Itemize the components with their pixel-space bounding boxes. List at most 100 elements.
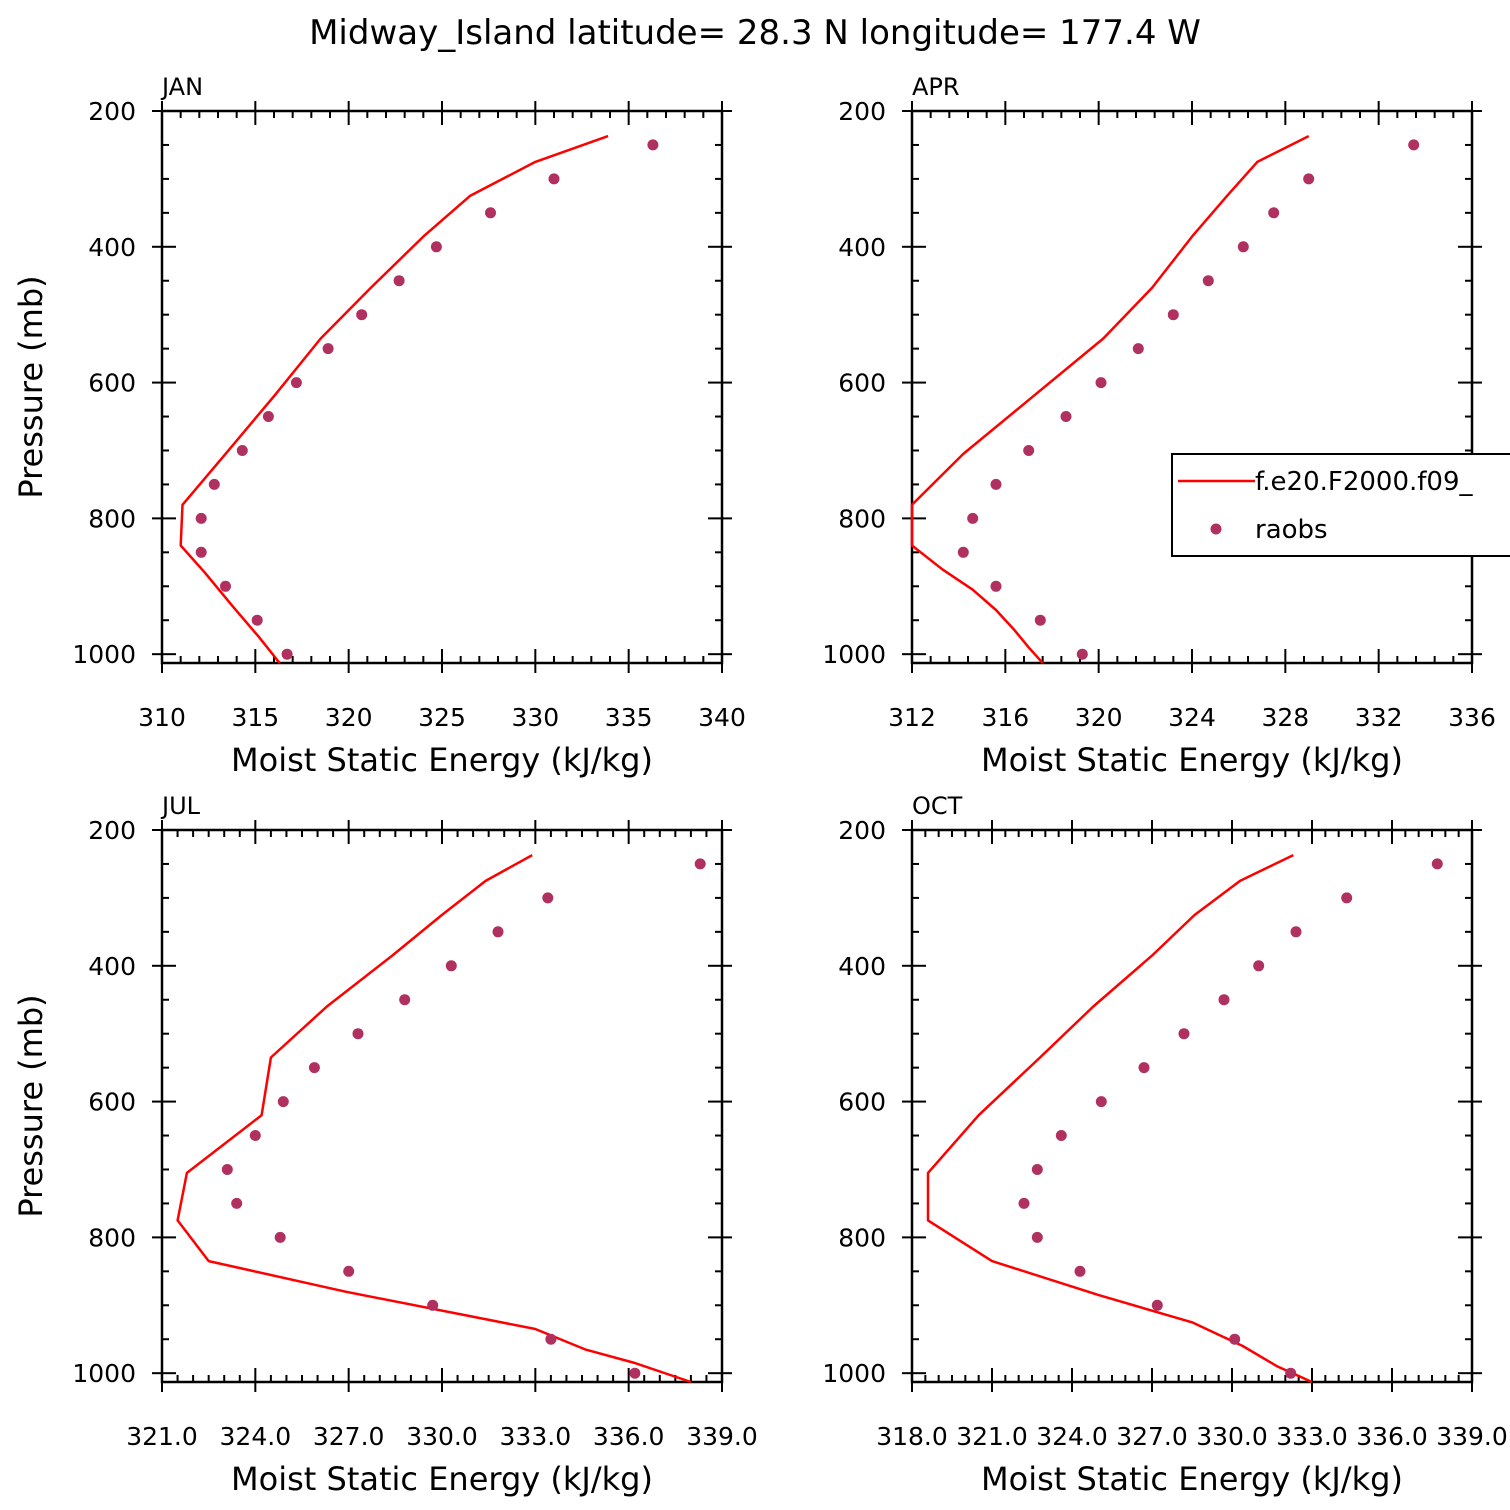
panel-label: JUL xyxy=(160,792,201,820)
obs-point xyxy=(221,1164,233,1175)
x-tick-label: 335 xyxy=(605,703,653,732)
obs-point xyxy=(281,648,293,660)
x-tick-label: 327.0 xyxy=(1116,1422,1188,1451)
x-tick-label: 333.0 xyxy=(1276,1422,1348,1451)
x-tick-label: 339.0 xyxy=(1436,1422,1508,1451)
x-tick-label: 330.0 xyxy=(1196,1422,1268,1451)
y-tick-label: 800 xyxy=(88,504,136,533)
obs-point xyxy=(1341,892,1353,904)
y-tick-label: 800 xyxy=(838,504,886,533)
legend-box xyxy=(1171,453,1510,557)
panel-jul: JUL 200 400 600 800 1000 321.0 324.0 327.0 330.0 3… xyxy=(12,792,758,1498)
x-tick-label: 316 xyxy=(981,703,1029,732)
obs-point xyxy=(445,960,457,972)
x-tick-label: 324.0 xyxy=(220,1422,292,1451)
y-tick-label: 800 xyxy=(838,1223,886,1252)
obs-point xyxy=(1095,377,1107,389)
panels: JAN 200 400 600 800 1000 310 315 320 325 330 335 340… xyxy=(12,73,1508,1498)
obs-point xyxy=(545,1333,557,1345)
obs-point xyxy=(1132,343,1144,355)
obs-point xyxy=(694,858,706,870)
y-tick-label: 800 xyxy=(88,1223,136,1252)
x-axis-label: Moist Static Energy (kJ/kg) xyxy=(981,1460,1403,1498)
legend-obs-marker xyxy=(1210,523,1222,535)
y-tick-label: 1000 xyxy=(72,1359,136,1388)
obs-point xyxy=(1138,1062,1150,1074)
obs-point xyxy=(195,512,207,524)
obs-point xyxy=(1074,1265,1086,1277)
x-tick-label: 339.0 xyxy=(686,1422,758,1451)
y-tick-label: 400 xyxy=(838,233,886,262)
x-tick-label: 320 xyxy=(325,703,373,732)
y-tick-label: 1000 xyxy=(822,1359,886,1388)
obs-point xyxy=(485,207,496,219)
main-title: Midway_Island latitude= 28.3 N longitude… xyxy=(309,13,1201,53)
obs-point xyxy=(277,1096,289,1108)
panel-label: JAN xyxy=(160,73,203,101)
x-tick-label: 327.0 xyxy=(313,1422,385,1451)
x-tick-label: 321.0 xyxy=(126,1422,198,1451)
obs-point xyxy=(492,926,504,938)
y-tick-label: 200 xyxy=(88,97,136,126)
x-tick-label: 330.0 xyxy=(406,1422,478,1451)
obs-point xyxy=(990,478,1002,490)
obs-point xyxy=(629,1367,641,1379)
obs-point xyxy=(957,546,969,558)
obs-point xyxy=(430,241,442,253)
x-tick-label: 333.0 xyxy=(500,1422,572,1451)
legend-obs-label: raobs xyxy=(1255,515,1328,545)
x-tick-label: 320 xyxy=(1075,703,1123,732)
x-tick-label: 324.0 xyxy=(1036,1422,1108,1451)
y-tick-label: 600 xyxy=(88,369,136,398)
obs-point xyxy=(236,445,248,456)
x-tick-label: 315 xyxy=(231,703,279,732)
model-line xyxy=(910,134,1310,664)
x-axis-label: Moist Static Energy (kJ/kg) xyxy=(231,741,653,779)
obs-point xyxy=(1268,207,1280,219)
obs-point xyxy=(1303,173,1315,185)
obs-point xyxy=(1290,926,1302,938)
obs-point xyxy=(548,173,560,185)
y-tick-label: 600 xyxy=(838,1088,886,1117)
obs-point xyxy=(195,546,207,558)
obs-point xyxy=(967,512,979,524)
obs-point xyxy=(343,1265,355,1277)
obs-point xyxy=(399,994,411,1006)
obs-point xyxy=(1055,1130,1067,1141)
x-tick-label: 332 xyxy=(1355,703,1403,732)
x-tick-label: 321.0 xyxy=(956,1422,1028,1451)
obs-point xyxy=(1018,1197,1030,1209)
obs-point xyxy=(542,892,554,904)
y-axis-label: Pressure (mb) xyxy=(12,994,50,1217)
y-tick-label: 1000 xyxy=(822,640,886,669)
y-tick-label: 200 xyxy=(838,97,886,126)
x-tick-label: 330 xyxy=(511,703,559,732)
obs-point xyxy=(1431,858,1443,870)
obs-point xyxy=(251,614,263,626)
y-tick-label: 400 xyxy=(88,952,136,981)
obs-point xyxy=(322,343,334,355)
obs-point xyxy=(990,580,1002,592)
obs-point xyxy=(1095,1096,1107,1108)
panel-oct: OCT 200 400 600 800 1000 318.0 321.0 324.0 327.0 3… xyxy=(822,792,1507,1498)
y-tick-label: 200 xyxy=(838,816,886,845)
x-axis-label: Moist Static Energy (kJ/kg) xyxy=(981,741,1403,779)
panel-apr: APR 200 400 600 800 1000 312 316 320 324 328 332 336… xyxy=(822,73,1495,779)
obs-point xyxy=(1229,1333,1241,1345)
obs-point xyxy=(1076,648,1088,660)
obs-point xyxy=(208,478,220,490)
y-tick-label: 600 xyxy=(88,1088,136,1117)
x-tick-label: 336.0 xyxy=(1356,1422,1428,1451)
x-tick-label: 328 xyxy=(1261,703,1309,732)
obs-point xyxy=(1285,1367,1297,1379)
x-tick-label: 312 xyxy=(888,703,936,732)
obs-point xyxy=(308,1062,320,1074)
y-tick-label: 1000 xyxy=(72,640,136,669)
x-tick-label: 340 xyxy=(698,703,746,732)
y-tick-label: 200 xyxy=(88,816,136,845)
obs-point xyxy=(1202,275,1214,287)
legend-model-label: f.e20.F2000.f09_ xyxy=(1255,467,1473,497)
obs-point xyxy=(427,1299,439,1311)
